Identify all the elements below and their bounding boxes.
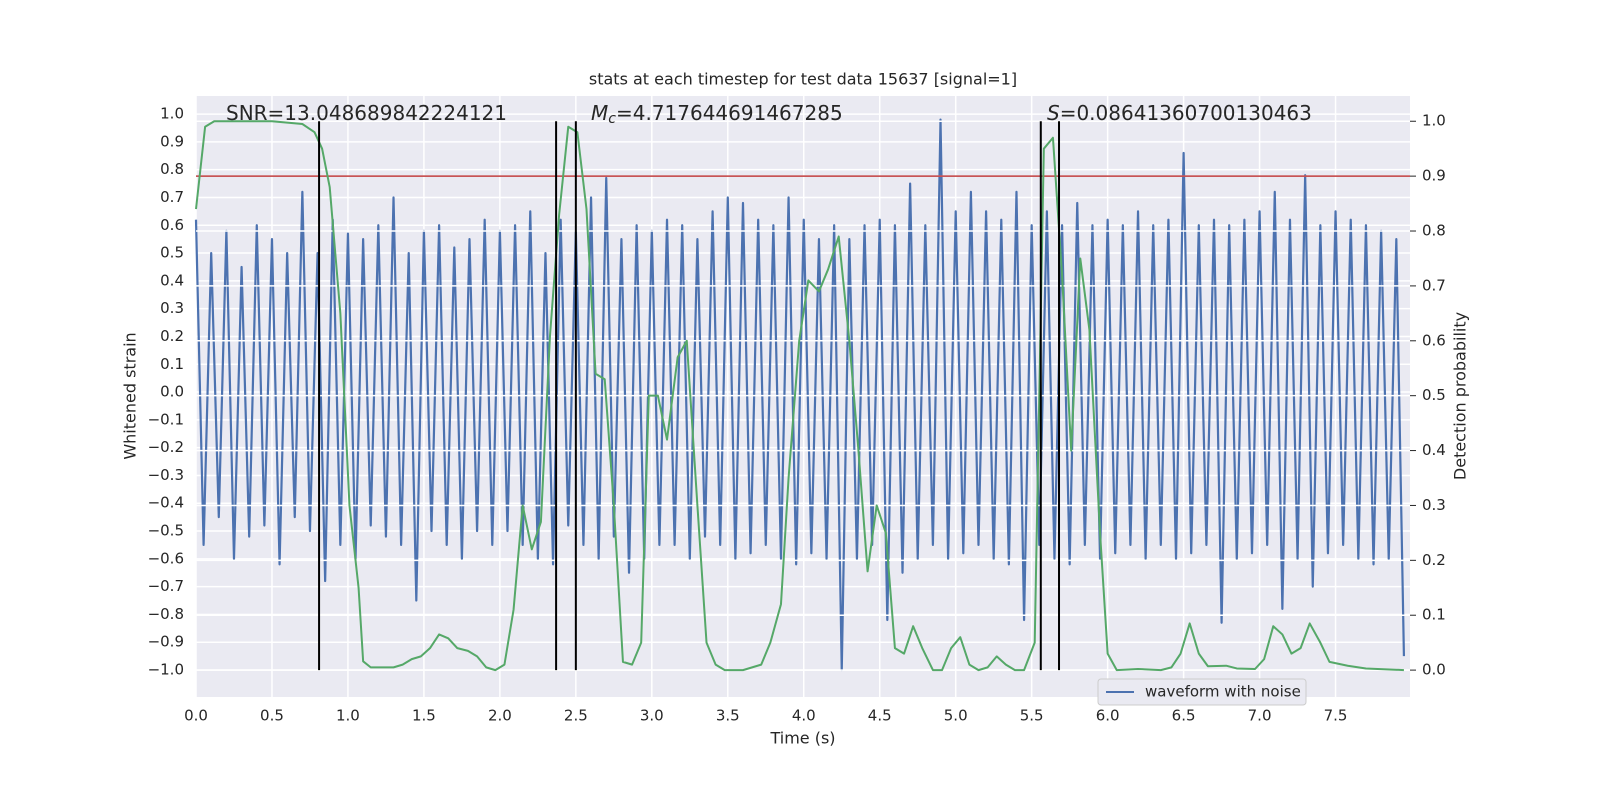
y-tick-label: 0.1 [160, 355, 184, 373]
x-tick-label: 7.0 [1248, 707, 1272, 725]
y-tick-label: 1.0 [160, 105, 184, 123]
y2-tick-label: 0.0 [1422, 661, 1446, 679]
x-tick-label: 6.5 [1172, 707, 1196, 725]
x-tick-label: 4.5 [868, 707, 892, 725]
x-tick-label: 5.5 [1020, 707, 1044, 725]
y-tick-label: −0.3 [148, 466, 184, 484]
y2-tick-label: 0.9 [1422, 167, 1446, 185]
annotation: S=0.08641360700130463 [1047, 101, 1312, 125]
y-axis-label: Whitened strain [121, 332, 140, 459]
x-tick-label: 0.5 [260, 707, 284, 725]
y2-tick-label: 0.8 [1422, 222, 1446, 240]
legend-label: waveform with noise [1145, 683, 1301, 701]
y-tick-label: 0.6 [160, 216, 184, 234]
y-tick-label: −0.1 [148, 410, 184, 428]
y2-tick-label: 1.0 [1422, 112, 1446, 130]
annotation-symbol: M [591, 101, 608, 125]
annotation: Mc=4.717644691467285 [591, 101, 843, 128]
y-tick-label: −0.5 [148, 522, 184, 540]
x-tick-label: 2.5 [564, 707, 588, 725]
x-tick-label: 6.0 [1096, 707, 1120, 725]
y-tick-label: 0.0 [160, 383, 184, 401]
chart-title: stats at each timestep for test data 156… [589, 70, 1017, 89]
annotation: SNR=13.048689842224121 [226, 101, 507, 125]
y-tick-label: 0.7 [160, 188, 184, 206]
y-tick-label: 0.8 [160, 160, 184, 178]
y2-tick-label: 0.5 [1422, 386, 1446, 404]
y2-tick-label: 0.3 [1422, 496, 1446, 514]
annotation-text: =0.08641360700130463 [1060, 101, 1312, 125]
legend-box [1097, 678, 1307, 706]
x-tick-label: 2.0 [488, 707, 512, 725]
y2-tick-label: 0.2 [1422, 551, 1446, 569]
y-tick-label: 0.5 [160, 244, 184, 262]
series-line [194, 118, 1406, 672]
y-tick-label: −0.8 [148, 605, 184, 623]
annotation-symbol: S [1047, 101, 1060, 125]
y-tick-label: 0.4 [160, 271, 184, 289]
y-tick-label: −0.2 [148, 438, 184, 456]
x-tick-label: 7.5 [1324, 707, 1348, 725]
y-tick-label: −0.4 [148, 494, 184, 512]
y2-tick-label: 0.7 [1422, 276, 1446, 294]
y-tick-label: 0.2 [160, 327, 184, 345]
x-tick-label: 3.5 [716, 707, 740, 725]
y-tick-label: −1.0 [148, 661, 184, 679]
annotation-text: =4.717644691467285 [616, 101, 843, 125]
y2-tick-label: 0.4 [1422, 441, 1446, 459]
y-tick-label: 0.3 [160, 299, 184, 317]
y-tick-label: 0.9 [160, 132, 184, 150]
y-tick-label: −0.9 [148, 633, 184, 651]
series-line [195, 120, 1404, 672]
y2-axis-label: Detection probability [1451, 312, 1470, 480]
x-tick-label: 4.0 [792, 707, 816, 725]
y2-tick-label: 0.1 [1422, 606, 1446, 624]
annotation-subscript: c [608, 111, 616, 127]
x-tick-label: 3.0 [640, 707, 664, 725]
x-tick-label: 1.5 [412, 707, 436, 725]
x-axis-label: Time (s) [769, 729, 835, 748]
x-tick-label: 1.0 [336, 707, 360, 725]
x-tick-label: 0.0 [184, 707, 208, 725]
annotation-text: SNR=13.048689842224121 [226, 101, 507, 125]
y2-tick-label: 0.6 [1422, 331, 1446, 349]
y-tick-label: −0.7 [148, 577, 184, 595]
x-tick-label: 5.0 [944, 707, 968, 725]
y-tick-label: −0.6 [148, 549, 184, 567]
plot-area [196, 96, 1410, 697]
